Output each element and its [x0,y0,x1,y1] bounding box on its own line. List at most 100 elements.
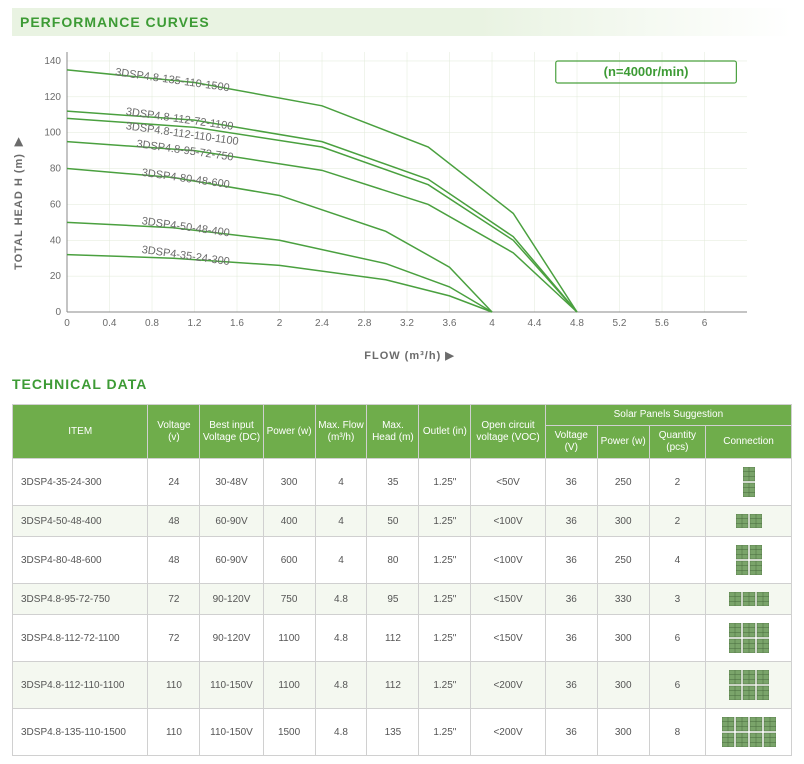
cell-conn [706,537,792,584]
cell-biv: 60-90V [200,506,263,537]
cell-sw: 300 [597,506,649,537]
svg-text:60: 60 [50,199,62,210]
cell-item: 3DSP4.8-95-72-750 [13,584,148,615]
cell-biv: 30-48V [200,459,263,506]
svg-text:5.2: 5.2 [613,318,627,329]
cell-power: 600 [263,537,315,584]
cell-sw: 300 [597,615,649,662]
cell-conn [706,506,792,537]
table-row: 3DSP4-80-48-6004860-90V6004801.25"<100V3… [13,537,792,584]
cell-biv: 90-120V [200,584,263,615]
svg-text:20: 20 [50,271,62,282]
panel-icon [729,670,769,700]
col-voltage: Voltage (v) [148,405,200,459]
table-row: 3DSP4.8-135-110-1500110110-150V15004.813… [13,709,792,756]
cell-maxflow: 4.8 [315,615,367,662]
svg-text:3.6: 3.6 [443,318,457,329]
svg-text:6: 6 [702,318,708,329]
cell-outlet: 1.25" [419,506,471,537]
cell-maxhead: 112 [367,662,419,709]
cell-voltage: 72 [148,615,200,662]
panel-icon [743,467,755,497]
panel-icon [729,592,769,606]
svg-text:3DSP4-80-48-600: 3DSP4-80-48-600 [141,167,230,191]
svg-text:100: 100 [44,128,61,139]
cell-voc: <200V [471,662,546,709]
svg-text:120: 120 [44,92,61,103]
cell-voltage: 24 [148,459,200,506]
cell-conn [706,709,792,756]
svg-text:0: 0 [55,307,61,318]
cell-voc: <150V [471,584,546,615]
cell-voltage: 48 [148,506,200,537]
svg-text:4.8: 4.8 [570,318,584,329]
table-row: 3DSP4.8-112-110-1100110110-150V11004.811… [13,662,792,709]
cell-maxflow: 4.8 [315,709,367,756]
col-maxhead: Max. Head (m) [367,405,419,459]
cell-maxhead: 135 [367,709,419,756]
svg-text:3DSP4-50-48-400: 3DSP4-50-48-400 [141,215,230,239]
cell-item: 3DSP4-50-48-400 [13,506,148,537]
svg-text:80: 80 [50,164,62,175]
cell-maxhead: 35 [367,459,419,506]
cell-power: 300 [263,459,315,506]
cell-sv: 36 [545,709,597,756]
cell-sw: 250 [597,459,649,506]
cell-voltage: 110 [148,709,200,756]
cell-conn [706,584,792,615]
cell-power: 1100 [263,615,315,662]
cell-power: 750 [263,584,315,615]
x-axis-label: FLOW (m³/h) ▶ [27,349,792,362]
panel-icon [729,623,769,653]
technical-data-title: TECHNICAL DATA [12,370,792,398]
y-axis-label: TOTAL HEAD H (m) ▶ [12,135,25,270]
cell-biv: 90-120V [200,615,263,662]
col-sw: Power (w) [597,426,649,459]
cell-power: 1500 [263,709,315,756]
cell-outlet: 1.25" [419,709,471,756]
svg-text:1.2: 1.2 [188,318,202,329]
svg-text:140: 140 [44,56,61,67]
cell-sq: 2 [649,506,705,537]
cell-sv: 36 [545,584,597,615]
svg-text:4: 4 [489,318,495,329]
cell-outlet: 1.25" [419,537,471,584]
cell-sq: 3 [649,584,705,615]
cell-sv: 36 [545,506,597,537]
cell-maxhead: 50 [367,506,419,537]
cell-maxhead: 80 [367,537,419,584]
table-row: 3DSP4-35-24-3002430-48V3004351.25"<50V36… [13,459,792,506]
cell-voc: <150V [471,615,546,662]
col-power: Power (w) [263,405,315,459]
svg-text:5.6: 5.6 [655,318,669,329]
cell-voc: <50V [471,459,546,506]
cell-sw: 300 [597,662,649,709]
cell-sq: 6 [649,662,705,709]
svg-text:1.6: 1.6 [230,318,244,329]
cell-maxhead: 95 [367,584,419,615]
cell-sq: 4 [649,537,705,584]
svg-text:0.8: 0.8 [145,318,159,329]
technical-data-table: ITEM Voltage (v) Best input Voltage (DC)… [12,404,792,756]
svg-text:3DSP4.8-135-110-1500: 3DSP4.8-135-110-1500 [114,66,230,94]
cell-biv: 60-90V [200,537,263,584]
svg-text:(n=4000r/min): (n=4000r/min) [604,64,689,79]
cell-maxflow: 4 [315,459,367,506]
cell-sq: 6 [649,615,705,662]
cell-maxflow: 4.8 [315,584,367,615]
cell-voc: <200V [471,709,546,756]
svg-text:2: 2 [277,318,283,329]
cell-item: 3DSP4.8-112-110-1100 [13,662,148,709]
cell-conn [706,459,792,506]
table-row: 3DSP4.8-95-72-7507290-120V7504.8951.25"<… [13,584,792,615]
cell-voltage: 48 [148,537,200,584]
cell-voltage: 110 [148,662,200,709]
cell-outlet: 1.25" [419,584,471,615]
cell-outlet: 1.25" [419,459,471,506]
cell-item: 3DSP4.8-135-110-1500 [13,709,148,756]
cell-maxflow: 4.8 [315,662,367,709]
cell-conn [706,615,792,662]
cell-biv: 110-150V [200,709,263,756]
cell-biv: 110-150V [200,662,263,709]
svg-text:3.2: 3.2 [400,318,414,329]
